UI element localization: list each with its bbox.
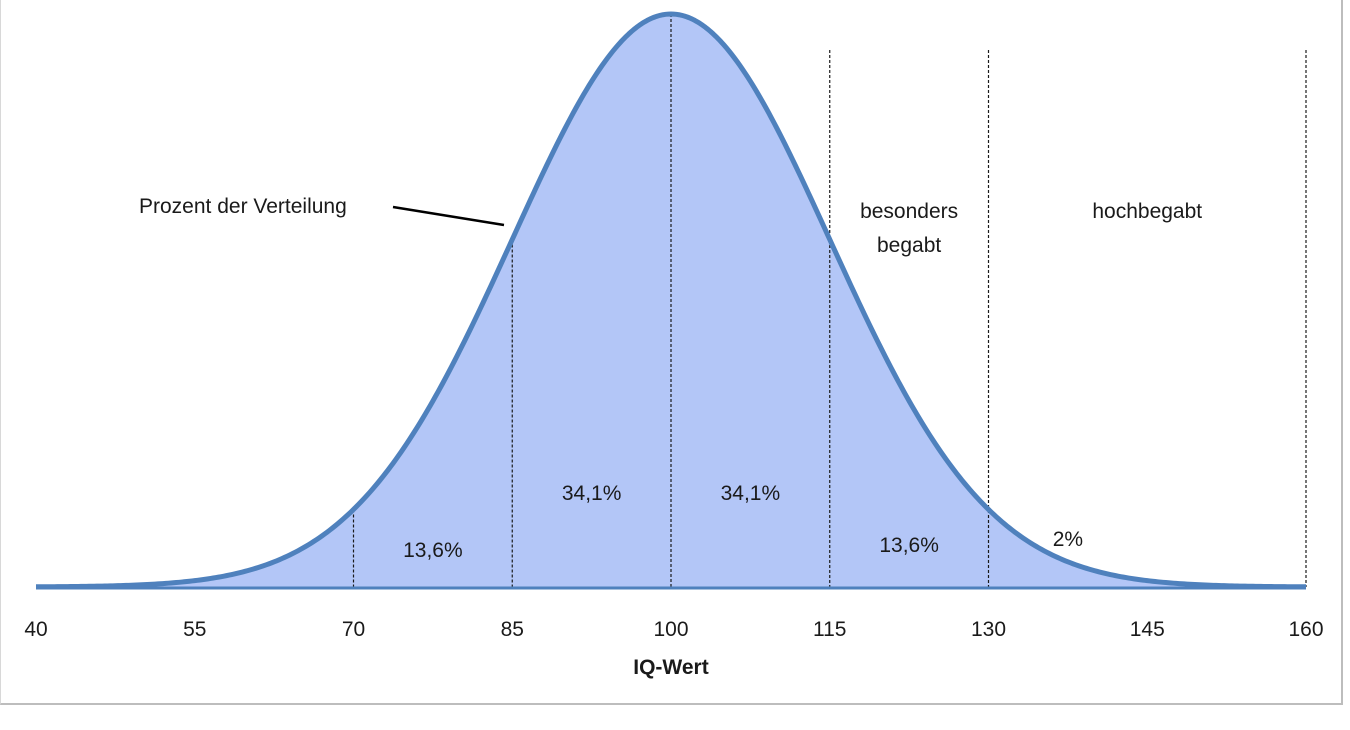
annotation-label: Prozent der Verteilung [139, 195, 347, 218]
category-label-1-line-0: hochbegabt [1092, 200, 1202, 223]
x-tick-label-160: 160 [1288, 618, 1323, 641]
category-label-0-line-1: begabt [877, 234, 941, 257]
annotation-leader-line [392, 205, 505, 227]
x-tick-label-70: 70 [342, 618, 365, 641]
chart-frame: 40 55 70 85 100 115 130 145 160 13,6% 34,1% 34,1% 1… [0, 0, 1343, 705]
x-tick-label-130: 130 [971, 618, 1006, 641]
x-tick-label-55: 55 [183, 618, 206, 641]
x-tick-label-40: 40 [24, 618, 47, 641]
region-label-1: 34,1% [562, 482, 622, 505]
x-tick-label-115: 115 [813, 618, 846, 641]
region-label-2: 34,1% [721, 482, 781, 505]
distribution-curve [35, 11, 1307, 590]
category-labels: besonders begabt hochbegabt [860, 200, 1202, 257]
region-label-3: 13,6% [879, 534, 939, 557]
region-label-0: 13,6% [403, 539, 463, 562]
region-percent-labels: 13,6% 34,1% 34,1% 13,6% 2% [403, 482, 1083, 562]
x-tick-label-100: 100 [653, 618, 688, 641]
category-label-0-line-0: besonders [860, 200, 958, 223]
x-axis-title: IQ-Wert [633, 656, 708, 679]
x-tick-labels: 40 55 70 85 100 115 130 145 160 [24, 618, 1323, 641]
region-label-4: 2% [1053, 528, 1083, 551]
x-tick-label-145: 145 [1130, 618, 1165, 641]
divider-lines [352, 14, 1307, 587]
x-tick-label-85: 85 [501, 618, 524, 641]
